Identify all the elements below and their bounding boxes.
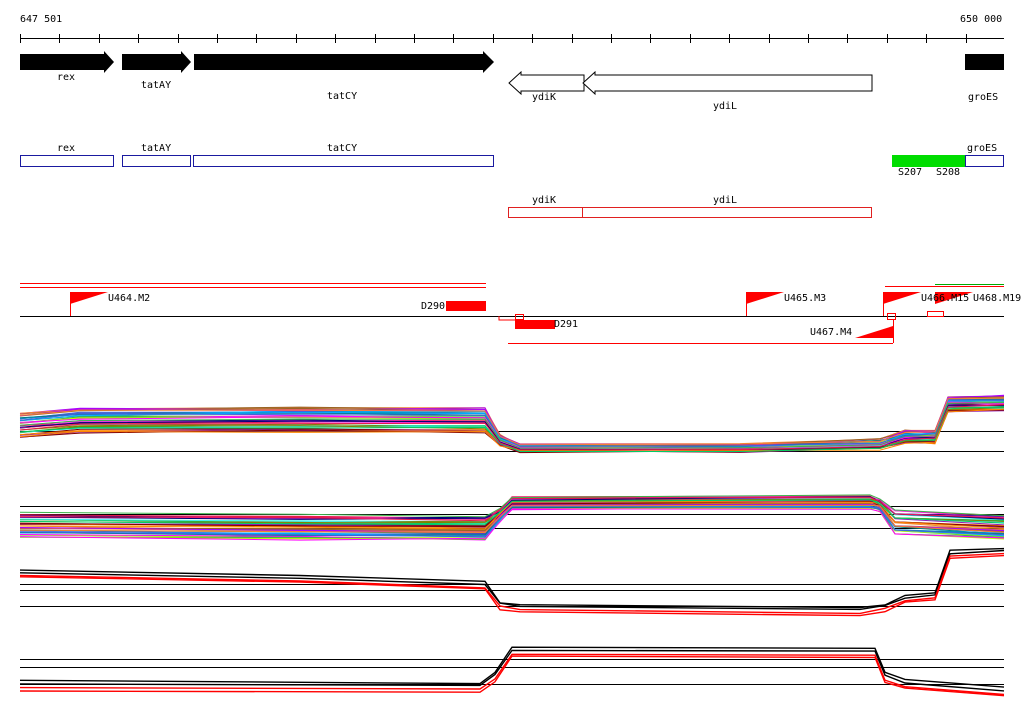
green-feature-bar[interactable] [892, 155, 965, 167]
operon-flag-U464[interactable] [70, 292, 108, 304]
expression-line [19, 397, 1005, 446]
red-feature-track [508, 207, 872, 218]
operon-label-U468: U468.M19 [973, 293, 1022, 304]
red-box-ydiL[interactable] [582, 207, 872, 218]
expression-line [19, 649, 1005, 692]
gene-label-ydiL: ydiL [713, 101, 738, 112]
operon-label-U466: U466.M15 [921, 293, 970, 304]
blue-label-tatAY: tatAY [141, 143, 172, 154]
gene-arrow-ydiL[interactable] [582, 70, 873, 96]
expression-line [19, 408, 1005, 451]
expression-line [19, 402, 1005, 449]
terminator-D290[interactable] [446, 301, 486, 311]
operon-track [20, 283, 1004, 344]
red-label-ydiK: ydiK [532, 195, 557, 206]
blue-box-groES[interactable] [965, 155, 1004, 167]
blue-feature-track [20, 155, 1004, 167]
terminator-label-D290: D290 [421, 301, 446, 312]
gene-arrow-ydiK[interactable] [508, 70, 585, 96]
coordinate-ruler [20, 34, 1004, 43]
expression-line [19, 653, 1005, 696]
ruler-start-coordinate: 647 501 [20, 14, 63, 25]
expression-line [19, 506, 1005, 541]
ruler-end-coordinate: 650 000 [960, 14, 1003, 25]
operon-flag-U467[interactable] [855, 326, 893, 338]
gene-label-ydiK: ydiK [532, 92, 557, 103]
blue-box-rex[interactable] [20, 155, 114, 167]
expression-line [19, 547, 1005, 609]
blue-box-tatCY[interactable] [193, 155, 494, 167]
expression-line [19, 508, 1005, 541]
gene-arrow-tatAY[interactable] [122, 51, 191, 73]
expression-line [19, 552, 1005, 615]
gene-label-rex: rex [57, 72, 76, 83]
expression-line [19, 406, 1005, 452]
blue-box-tatAY[interactable] [122, 155, 191, 167]
operon-label-U464: U464.M2 [108, 293, 151, 304]
expression-line [19, 404, 1005, 451]
gene-label-tatAY: tatAY [141, 80, 172, 91]
expression-line [19, 504, 1005, 534]
operon-label-U467: U467.M4 [810, 327, 853, 338]
expression-line [19, 399, 1005, 447]
gene-arrow-rex[interactable] [20, 51, 114, 73]
gene-label-groES: groES [968, 92, 999, 103]
expression-profiles [19, 394, 1005, 697]
gene-arrow-tatCY[interactable] [194, 51, 494, 73]
terminator-label-D291: D291 [554, 319, 579, 330]
operon-flag-U466[interactable] [883, 292, 921, 304]
blue-label-groES: groES [967, 143, 998, 154]
operon-flag-U468[interactable] [935, 292, 973, 304]
green-label-S207: S207 [898, 167, 923, 178]
gene-arrows [20, 51, 1004, 96]
expression-line [19, 646, 1005, 688]
green-label-S208: S208 [936, 167, 961, 178]
expression-line [19, 554, 1005, 617]
red-label-ydiL: ydiL [713, 195, 738, 206]
expression-line [19, 549, 1005, 611]
terminator-D291[interactable] [515, 320, 555, 329]
expression-line [19, 655, 1005, 697]
expression-line [19, 506, 1005, 540]
gene-label-tatCY: tatCY [327, 91, 358, 102]
operon-flag-U465[interactable] [746, 292, 784, 304]
gene-arrow-groES[interactable] [965, 54, 1004, 70]
operon-label-U465: U465.M3 [784, 293, 827, 304]
expression-line [19, 494, 1005, 518]
red-box-ydiK[interactable] [508, 207, 583, 218]
blue-label-tatCY: tatCY [327, 143, 358, 154]
blue-label-rex: rex [57, 143, 76, 154]
expression-line [19, 499, 1005, 526]
